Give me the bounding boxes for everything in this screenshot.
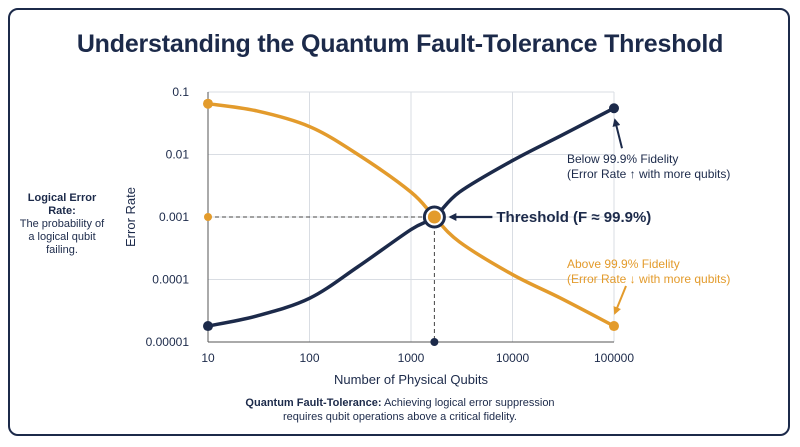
below-fidelity-note: (Error Rate ↑ with more qubits)	[567, 167, 730, 181]
chart-frame	[8, 8, 790, 436]
x-tick-label: 10000	[496, 351, 530, 365]
caption-line2: requires qubit operations above a critic…	[283, 411, 517, 423]
side-note-heading: Logical Error Rate:	[27, 192, 97, 217]
caption-line1: Achieving logical error suppression	[383, 397, 555, 409]
orange-error-curve-end-point	[609, 321, 619, 332]
orange-error-curve-start-point	[203, 98, 213, 109]
side-note-body: The probability of a logical qubit faili…	[19, 218, 105, 256]
x-tick-label: 100000	[594, 351, 634, 365]
above-fidelity-label: Above 99.9% Fidelity	[567, 257, 680, 271]
chart-title: Understanding the Quantum Fault-Toleranc…	[76, 30, 724, 58]
below-fidelity-arrow	[612, 118, 623, 149]
x-tick-label: 1000	[398, 351, 425, 365]
navy-error-curve-start-point	[203, 321, 213, 332]
y-tick-label: 0.1	[172, 85, 189, 99]
threshold-y-axis-dot	[204, 213, 212, 221]
tick-layer: 10 100 1000 10000 100000 0.1 0.01 0.001 0.0001 0.…	[123, 85, 634, 387]
annotation-layer: Threshold (F ≈ 99.9%) Below 99.9% Fidelit…	[448, 118, 730, 315]
threshold-x-axis-dot	[430, 338, 439, 346]
y-axis-label: Error Rate	[123, 187, 138, 247]
above-fidelity-note: (Error Rate ↓ with more qubits)	[567, 272, 730, 286]
y-tick-label: 0.00001	[146, 335, 190, 349]
navy-error-curve-end-point	[609, 103, 619, 114]
threshold-label: Threshold (F ≈ 99.9%)	[496, 209, 651, 226]
y-tick-label: 0.01	[166, 148, 190, 162]
below-fidelity-label: Below 99.9% Fidelity	[567, 152, 678, 166]
caption-bold: Quantum Fault-Tolerance:	[245, 397, 382, 409]
x-tick-label: 10	[201, 351, 215, 365]
y-tick-label: 0.001	[159, 210, 189, 224]
caption: Quantum Fault-Tolerance: Achieving logic…	[0, 396, 800, 424]
x-axis-label: Number of Physical Qubits	[334, 372, 488, 387]
threshold-marker-point	[427, 210, 441, 224]
above-fidelity-arrow	[613, 285, 627, 315]
navy-error-curve	[206, 106, 616, 328]
y-tick-label: 0.0001	[152, 273, 189, 287]
side-note: Logical Error Rate: The probability of a…	[18, 192, 106, 257]
series-layer	[203, 98, 619, 346]
x-tick-label: 100	[299, 351, 319, 365]
orange-error-curve	[206, 101, 616, 328]
